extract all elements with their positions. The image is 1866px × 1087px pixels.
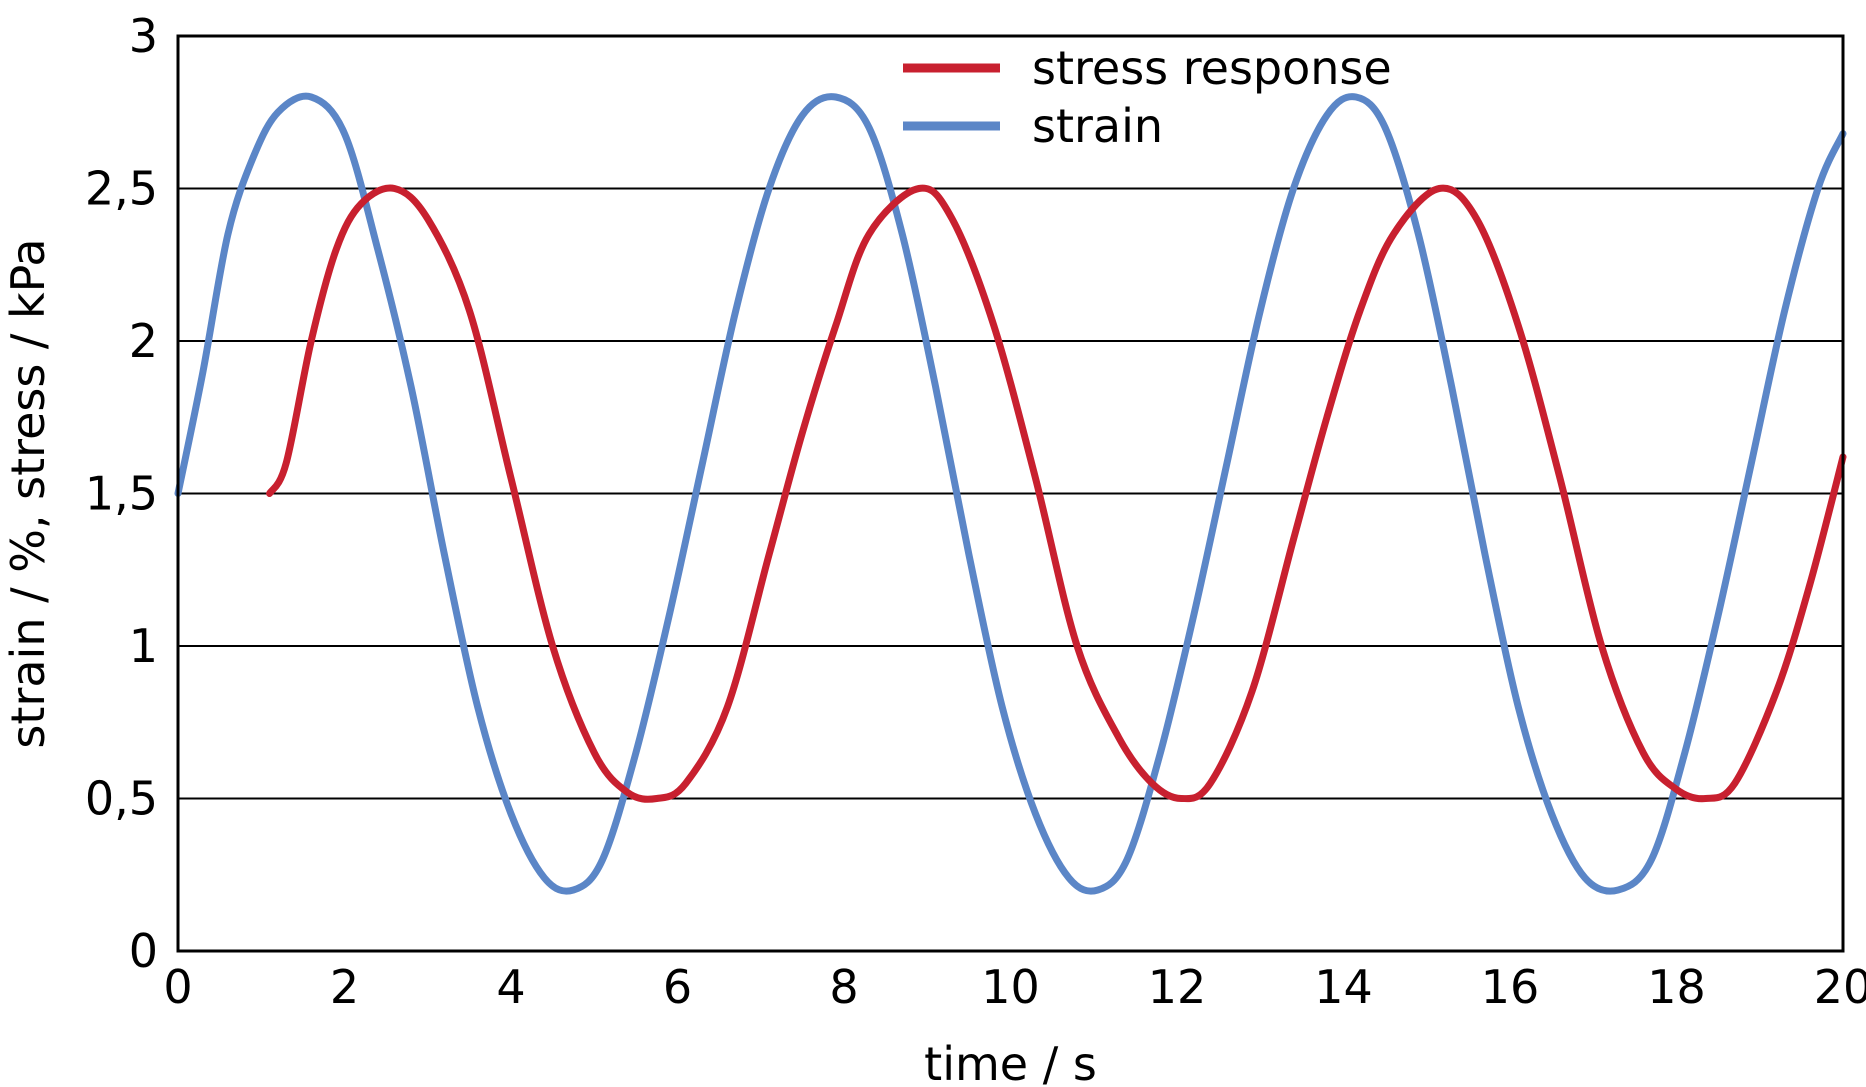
x-tick-label-2: 4 [496, 960, 525, 1014]
x-tick-label-6: 12 [1148, 960, 1207, 1014]
y-tick-label-4: 2 [129, 314, 158, 368]
series-lines [174, 92, 1847, 895]
series-line-stress-response [266, 184, 1847, 803]
x-tick-label-1: 2 [330, 960, 359, 1014]
y-tick-label-3: 1,5 [85, 467, 158, 521]
x-tick-label-0: 0 [163, 960, 192, 1014]
y-tick-label-6: 3 [129, 9, 158, 63]
x-tick-label-8: 16 [1481, 960, 1540, 1014]
y-axis-title: strain / %, stress / kPa [1, 238, 55, 748]
x-tick-label-10: 20 [1814, 960, 1866, 1014]
y-axis-tick-labels: 0 0,5 1 1,5 2 2,5 3 [85, 9, 158, 978]
y-tick-label-1: 0,5 [85, 772, 158, 826]
x-tick-label-4: 8 [829, 960, 858, 1014]
x-tick-label-7: 14 [1314, 960, 1373, 1014]
plot-area-frame [176, 34, 1845, 953]
gridlines [178, 187, 1843, 800]
series-line-strain [174, 92, 1847, 895]
x-axis-title: time / s [924, 1037, 1097, 1087]
y-tick-label-5: 2,5 [85, 162, 158, 216]
legend-label-stress-response: stress response [1032, 41, 1392, 95]
x-axis-tick-labels: 0 2 4 6 8 10 12 14 16 18 20 [163, 960, 1866, 1014]
x-tick-label-9: 18 [1647, 960, 1706, 1014]
legend-label-strain: strain [1032, 99, 1163, 153]
legend: stress response strain [903, 41, 1392, 153]
x-tick-label-5: 10 [981, 960, 1040, 1014]
y-tick-label-0: 0 [129, 924, 158, 978]
y-tick-label-2: 1 [129, 619, 158, 673]
x-tick-label-3: 6 [663, 960, 692, 1014]
